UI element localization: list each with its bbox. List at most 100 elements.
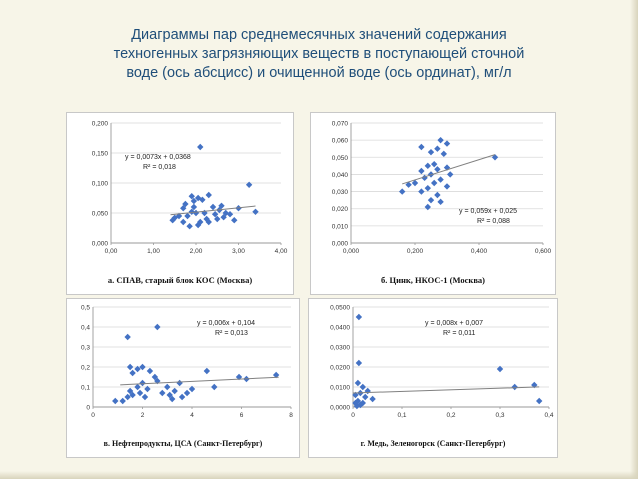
data-point <box>180 205 187 212</box>
trend-line <box>402 154 496 185</box>
data-point <box>186 223 193 230</box>
data-point <box>411 179 419 187</box>
data-point <box>362 393 369 401</box>
y-tick-label: 0,000 <box>92 241 109 248</box>
data-point <box>139 363 146 371</box>
data-point <box>491 154 499 161</box>
caption-b: б. Цинк, НКОС-1 (Москва) <box>380 275 485 285</box>
slide-title: Диаграммы пар среднемесячных значений со… <box>20 26 618 83</box>
data-point <box>272 371 280 379</box>
data-point <box>252 208 259 215</box>
data-point <box>218 202 225 209</box>
x-tick-label: 0,400 <box>471 248 488 255</box>
data-point <box>112 397 119 405</box>
data-point <box>427 148 435 156</box>
data-point <box>211 383 218 391</box>
r-squared: R² = 0,088 <box>477 218 510 225</box>
data-point <box>536 397 543 405</box>
data-point <box>180 218 187 226</box>
trend-equation: y = 0,0073x + 0,0368 <box>125 154 191 161</box>
y-tick-label: 0,0300 <box>330 345 350 352</box>
data-point <box>164 383 171 391</box>
x-tick-label: 2 <box>141 412 145 419</box>
data-point <box>129 391 136 399</box>
data-point <box>203 367 211 375</box>
data-point <box>405 181 412 188</box>
y-tick-label: 0,0500 <box>330 305 350 312</box>
data-point <box>245 181 253 188</box>
y-tick-label: 0,150 <box>92 151 109 158</box>
data-point <box>124 333 131 341</box>
y-tick-label: 0,030 <box>332 189 349 196</box>
data-point <box>205 218 212 226</box>
data-point <box>359 399 366 407</box>
panel-c: 0 0,1 0,2 0,3 0,4 0,5 0 2 4 6 8 y = 0,006x + 0,104 R… <box>66 298 300 458</box>
data-point <box>203 215 210 223</box>
chart-a: 0,000 0,050 0,100 0,150 0,200 0,00 1,00 2,00 3,0… <box>92 121 288 256</box>
trend-equation: y = 0,006x + 0,104 <box>197 320 255 327</box>
trend-equation: y = 0,059x + 0,025 <box>459 208 517 215</box>
data-point <box>183 389 191 397</box>
x-tick-label: 1,00 <box>147 248 160 255</box>
data-point <box>197 143 204 151</box>
r-squared: R² = 0,011 <box>443 330 475 337</box>
x-tick-label: 0,2 <box>446 412 455 419</box>
data-point <box>434 145 441 152</box>
data-point <box>188 208 195 215</box>
y-tick-label: 0,010 <box>332 223 349 230</box>
y-tick-label: 0,5 <box>81 305 90 312</box>
data-point <box>126 363 134 371</box>
data-point <box>205 191 212 199</box>
data-point <box>222 209 229 217</box>
data-point <box>434 191 441 199</box>
data-point <box>169 217 176 224</box>
chart-b: 0,000 0,010 0,020 0,030 0,040 0,050 0,060 0,070… <box>332 121 552 256</box>
x-tick-label: 4 <box>190 412 194 419</box>
data-point <box>353 402 361 410</box>
y-tick-label: 0,4 <box>81 325 90 332</box>
trend-equation: y = 0,008x + 0,007 <box>425 320 483 327</box>
data-point <box>188 385 196 393</box>
data-point <box>424 162 431 170</box>
data-point <box>154 323 161 331</box>
data-point <box>437 136 444 144</box>
title-line-3: воде (ось абсцисс) и очищенной воде (ось… <box>126 65 512 81</box>
x-tick-label: 0 <box>91 412 95 419</box>
data-point <box>220 214 227 221</box>
data-point <box>169 395 176 403</box>
data-point <box>496 365 504 373</box>
data-point <box>134 383 141 391</box>
x-tick-label: 0,3 <box>495 412 504 419</box>
trend-line <box>120 376 279 386</box>
x-tick-label: 0,000 <box>343 248 360 255</box>
data-point <box>399 188 406 195</box>
data-point <box>119 397 126 405</box>
data-point <box>424 184 431 192</box>
data-point <box>443 164 451 171</box>
chart-d: 0,0000 0,0100 0,0200 0,0300 0,0400 0,0500 0 0,1… <box>330 305 554 420</box>
data-point <box>124 393 131 401</box>
data-point <box>136 389 144 397</box>
chart-c: 0 0,1 0,2 0,3 0,4 0,5 0 2 4 6 8 y = 0,006x + 0,104 R… <box>81 305 293 420</box>
data-point <box>511 383 518 391</box>
x-tick-label: 0,200 <box>407 248 424 255</box>
data-point <box>418 167 425 175</box>
y-tick-label: 0,040 <box>332 172 349 179</box>
data-point <box>176 379 183 387</box>
caption-a: а. СПАВ, старый блок КОС (Москва) <box>107 275 253 285</box>
y-tick-label: 0,050 <box>332 155 349 162</box>
panel-a: 0,000 0,050 0,100 0,150 0,200 0,00 1,00 2,00 3,0… <box>66 112 294 295</box>
x-tick-label: 6 <box>240 412 244 419</box>
data-point <box>443 183 451 190</box>
data-point <box>178 393 186 401</box>
data-point <box>447 171 454 178</box>
data-point <box>354 379 362 387</box>
data-point <box>188 193 195 200</box>
data-point <box>197 218 204 226</box>
data-point <box>440 150 447 158</box>
data-point <box>144 385 151 393</box>
data-point <box>437 176 444 183</box>
data-point <box>431 179 438 187</box>
panel-b: 0,000 0,010 0,020 0,030 0,040 0,050 0,060 0,070… <box>310 112 556 295</box>
data-point <box>211 211 219 218</box>
